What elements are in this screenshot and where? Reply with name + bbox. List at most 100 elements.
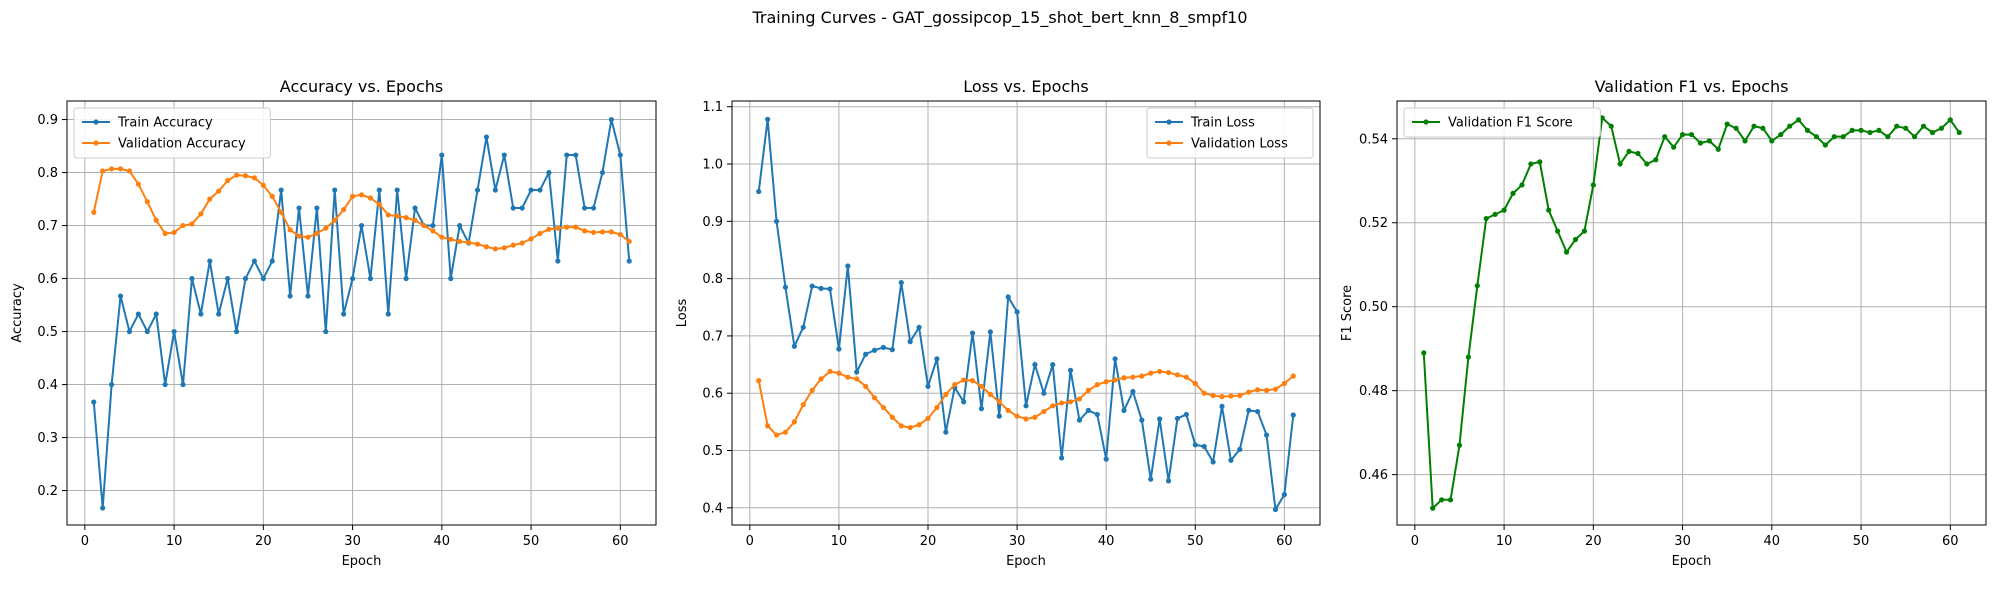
- data-point: [818, 376, 824, 382]
- data-point: [1210, 392, 1216, 399]
- data-point: [1920, 123, 1927, 129]
- data-point: [323, 328, 329, 335]
- data-point: [1067, 367, 1074, 373]
- data-point: [934, 404, 940, 411]
- data-point: [162, 381, 168, 388]
- y-tick-label: 0.8: [37, 166, 58, 181]
- data-point: [1139, 373, 1145, 379]
- data-point: [1139, 417, 1145, 423]
- data-point: [349, 275, 356, 282]
- data-point: [827, 286, 833, 292]
- data-point: [314, 205, 320, 211]
- data-point: [1831, 134, 1837, 140]
- data-point: [1867, 129, 1873, 136]
- x-tick-label: 30: [344, 534, 361, 549]
- data-point: [412, 205, 418, 211]
- data-point: [537, 187, 543, 193]
- legend: Validation F1 Score: [1403, 107, 1601, 138]
- data-point: [1237, 446, 1243, 452]
- data-point: [474, 241, 481, 247]
- y-axis-label: Accuracy: [10, 283, 25, 343]
- data-point: [854, 376, 860, 382]
- x-tick-label: 10: [1496, 534, 1513, 549]
- data-point: [1263, 387, 1270, 393]
- plot-frame: [731, 100, 1321, 526]
- data-point: [1742, 138, 1748, 144]
- data-point: [1157, 368, 1163, 375]
- data-point: [1290, 412, 1296, 418]
- data-point: [367, 275, 374, 282]
- data-point: [1112, 356, 1118, 362]
- data-point: [1059, 455, 1065, 461]
- y-tick-label: 0.9: [37, 113, 58, 128]
- x-tick-label: 10: [831, 534, 848, 549]
- data-point: [242, 275, 249, 282]
- data-point: [1210, 459, 1216, 465]
- data-point: [1465, 354, 1471, 360]
- data-point: [109, 381, 115, 388]
- data-point: [394, 213, 400, 219]
- data-point: [1023, 416, 1029, 422]
- data-point: [448, 236, 454, 242]
- data-point: [358, 222, 365, 229]
- data-point: [144, 328, 150, 335]
- data-point: [385, 212, 391, 218]
- data-point: [1281, 380, 1287, 387]
- data-point: [1635, 150, 1641, 157]
- data-point: [1094, 382, 1100, 388]
- x-axis-label: Epoch: [342, 554, 382, 569]
- data-point: [1474, 283, 1480, 289]
- data-point: [555, 258, 561, 264]
- data-point: [925, 383, 931, 389]
- data-point: [1894, 123, 1900, 129]
- data-point: [1023, 403, 1029, 409]
- data-point: [916, 422, 922, 428]
- y-axis-label: F1 Score: [1340, 285, 1355, 341]
- data-point: [189, 275, 195, 282]
- y-tick-label: 0.7: [702, 329, 723, 344]
- data-point: [1005, 294, 1011, 300]
- data-point: [162, 230, 168, 237]
- data-point: [1688, 131, 1695, 138]
- data-point: [952, 382, 958, 388]
- y-tick-label: 0.7: [37, 219, 58, 234]
- data-point: [216, 311, 222, 317]
- data-point: [1795, 117, 1802, 123]
- data-point: [1840, 134, 1846, 140]
- data-point: [180, 222, 186, 229]
- data-point: [599, 169, 606, 176]
- legend-label: Validation Accuracy: [118, 137, 246, 152]
- data-point: [773, 432, 780, 438]
- data-point: [564, 224, 570, 230]
- data-point: [1255, 408, 1261, 415]
- data-point: [1938, 125, 1944, 131]
- data-point: [1255, 387, 1261, 393]
- x-tick-label: 50: [1187, 534, 1204, 549]
- data-point: [448, 275, 454, 282]
- data-point: [341, 311, 347, 317]
- data-point: [1822, 142, 1828, 148]
- plot-frame: [66, 100, 657, 526]
- data-point: [510, 242, 516, 248]
- data-point: [457, 238, 463, 245]
- data-point: [1697, 140, 1704, 146]
- data-point: [1956, 129, 1962, 136]
- legend: Train Accuracy Validation Accuracy: [73, 107, 271, 159]
- data-point: [996, 399, 1002, 405]
- data-point: [1041, 390, 1047, 396]
- data-point: [269, 258, 275, 264]
- legend-marker: [93, 140, 99, 146]
- data-point: [1546, 207, 1552, 213]
- data-point: [100, 505, 106, 511]
- y-tick-label: 0.48: [1359, 384, 1388, 399]
- data-point: [943, 391, 949, 397]
- data-point: [1733, 125, 1739, 131]
- data-point: [135, 181, 141, 187]
- data-point: [1121, 407, 1127, 414]
- data-point: [1183, 411, 1189, 418]
- y-tick-label: 0.3: [37, 431, 58, 446]
- chart-panel-2: 0 10 20 30 40 50 60 0.4 0.5 0.6 0.7 0.8 0.9 1.0 1.1 Los…: [675, 77, 1321, 569]
- y-tick-label: 0.54: [1359, 132, 1388, 147]
- data-point: [765, 423, 771, 429]
